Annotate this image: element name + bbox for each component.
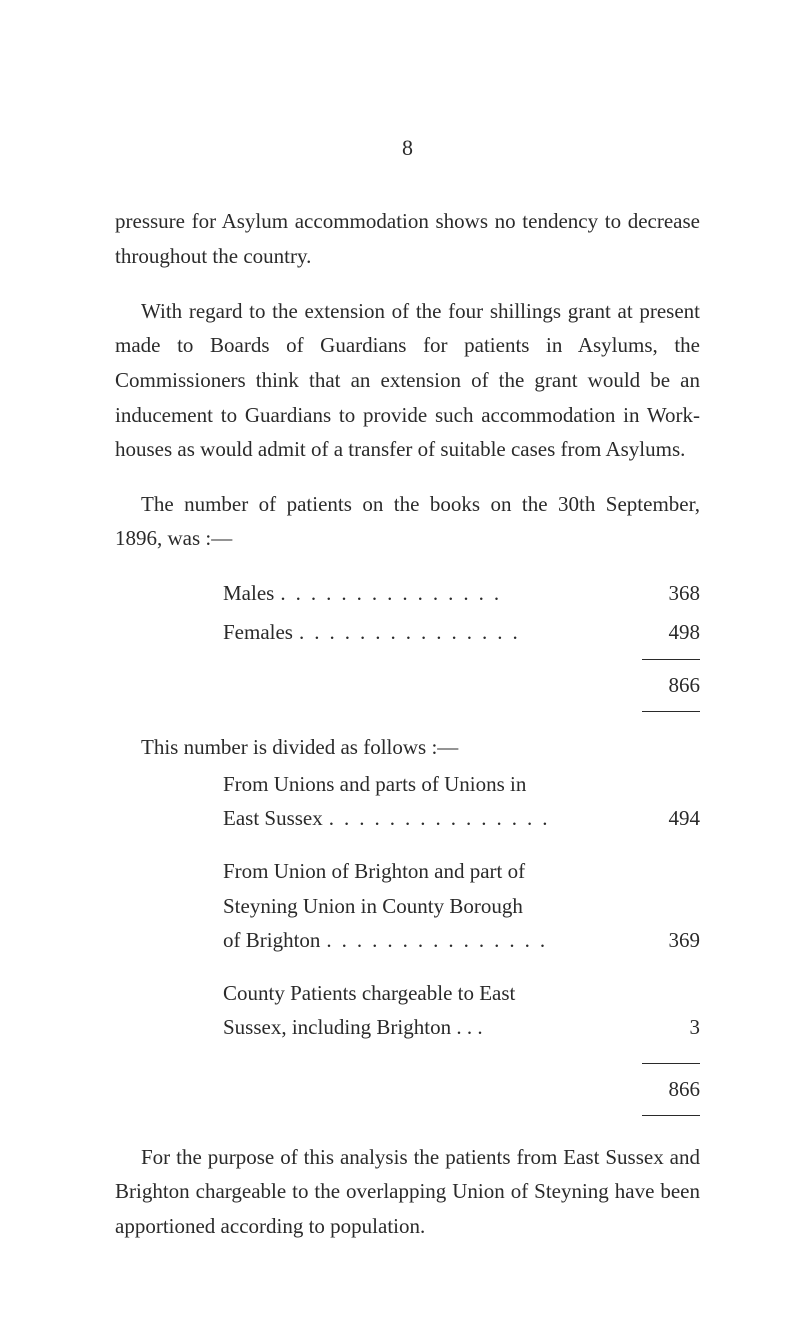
leader-dots: ............... (293, 615, 640, 650)
leader-dots: ............... (274, 576, 640, 611)
division-item-1: From Unions and parts of Unions in East … (115, 767, 700, 836)
tally-value: 368 (640, 576, 700, 611)
leader-dots: ............... (320, 923, 640, 958)
division-value: 369 (640, 923, 700, 958)
division-intro: This number is divided as follows :— (115, 730, 700, 765)
total-rule (642, 1063, 700, 1064)
division-value: 3 (640, 1010, 700, 1045)
division-line: From Union of Brighton and part of (223, 854, 700, 889)
paragraph-4: For the purpose of this analysis the pat… (115, 1140, 700, 1244)
tally-label: Females (223, 615, 293, 650)
division-last-label: of Brighton (223, 923, 320, 958)
division-line: From Unions and parts of Unions in (223, 767, 700, 802)
tally-block: Males ............... 368 Females ......… (115, 576, 700, 712)
total-rule-below (642, 711, 700, 712)
total-rule (642, 659, 700, 660)
tally-row-males: Males ............... 368 (115, 576, 700, 611)
division-line: County Patients chargeable to East (223, 976, 700, 1011)
paragraph-3: The number of patients on the books on t… (115, 487, 700, 556)
division-item-2: From Union of Brighton and part of Steyn… (115, 854, 700, 958)
division-last-label: East Sussex (223, 801, 323, 836)
paragraph-1: pressure for Asylum accommodation shows … (115, 204, 700, 273)
division-total: 866 (115, 1072, 700, 1107)
leader-dots: ............... (323, 801, 640, 836)
division-item-3: County Patients chargeable to East Susse… (115, 976, 700, 1045)
total-rule-below (642, 1115, 700, 1116)
page-number: 8 (115, 130, 700, 166)
division-line: Steyning Union in County Borough (223, 894, 523, 918)
division-value: 494 (640, 801, 700, 836)
tally-row-females: Females ............... 498 (115, 615, 700, 650)
paragraph-2: With regard to the extension of the four… (115, 294, 700, 467)
division-block: This number is divided as follows :— Fro… (115, 730, 700, 1116)
tally-total: 866 (115, 668, 700, 703)
division-last-label: Sussex, including Brighton . . . (223, 1010, 640, 1045)
tally-label: Males (223, 576, 274, 611)
tally-value: 498 (640, 615, 700, 650)
